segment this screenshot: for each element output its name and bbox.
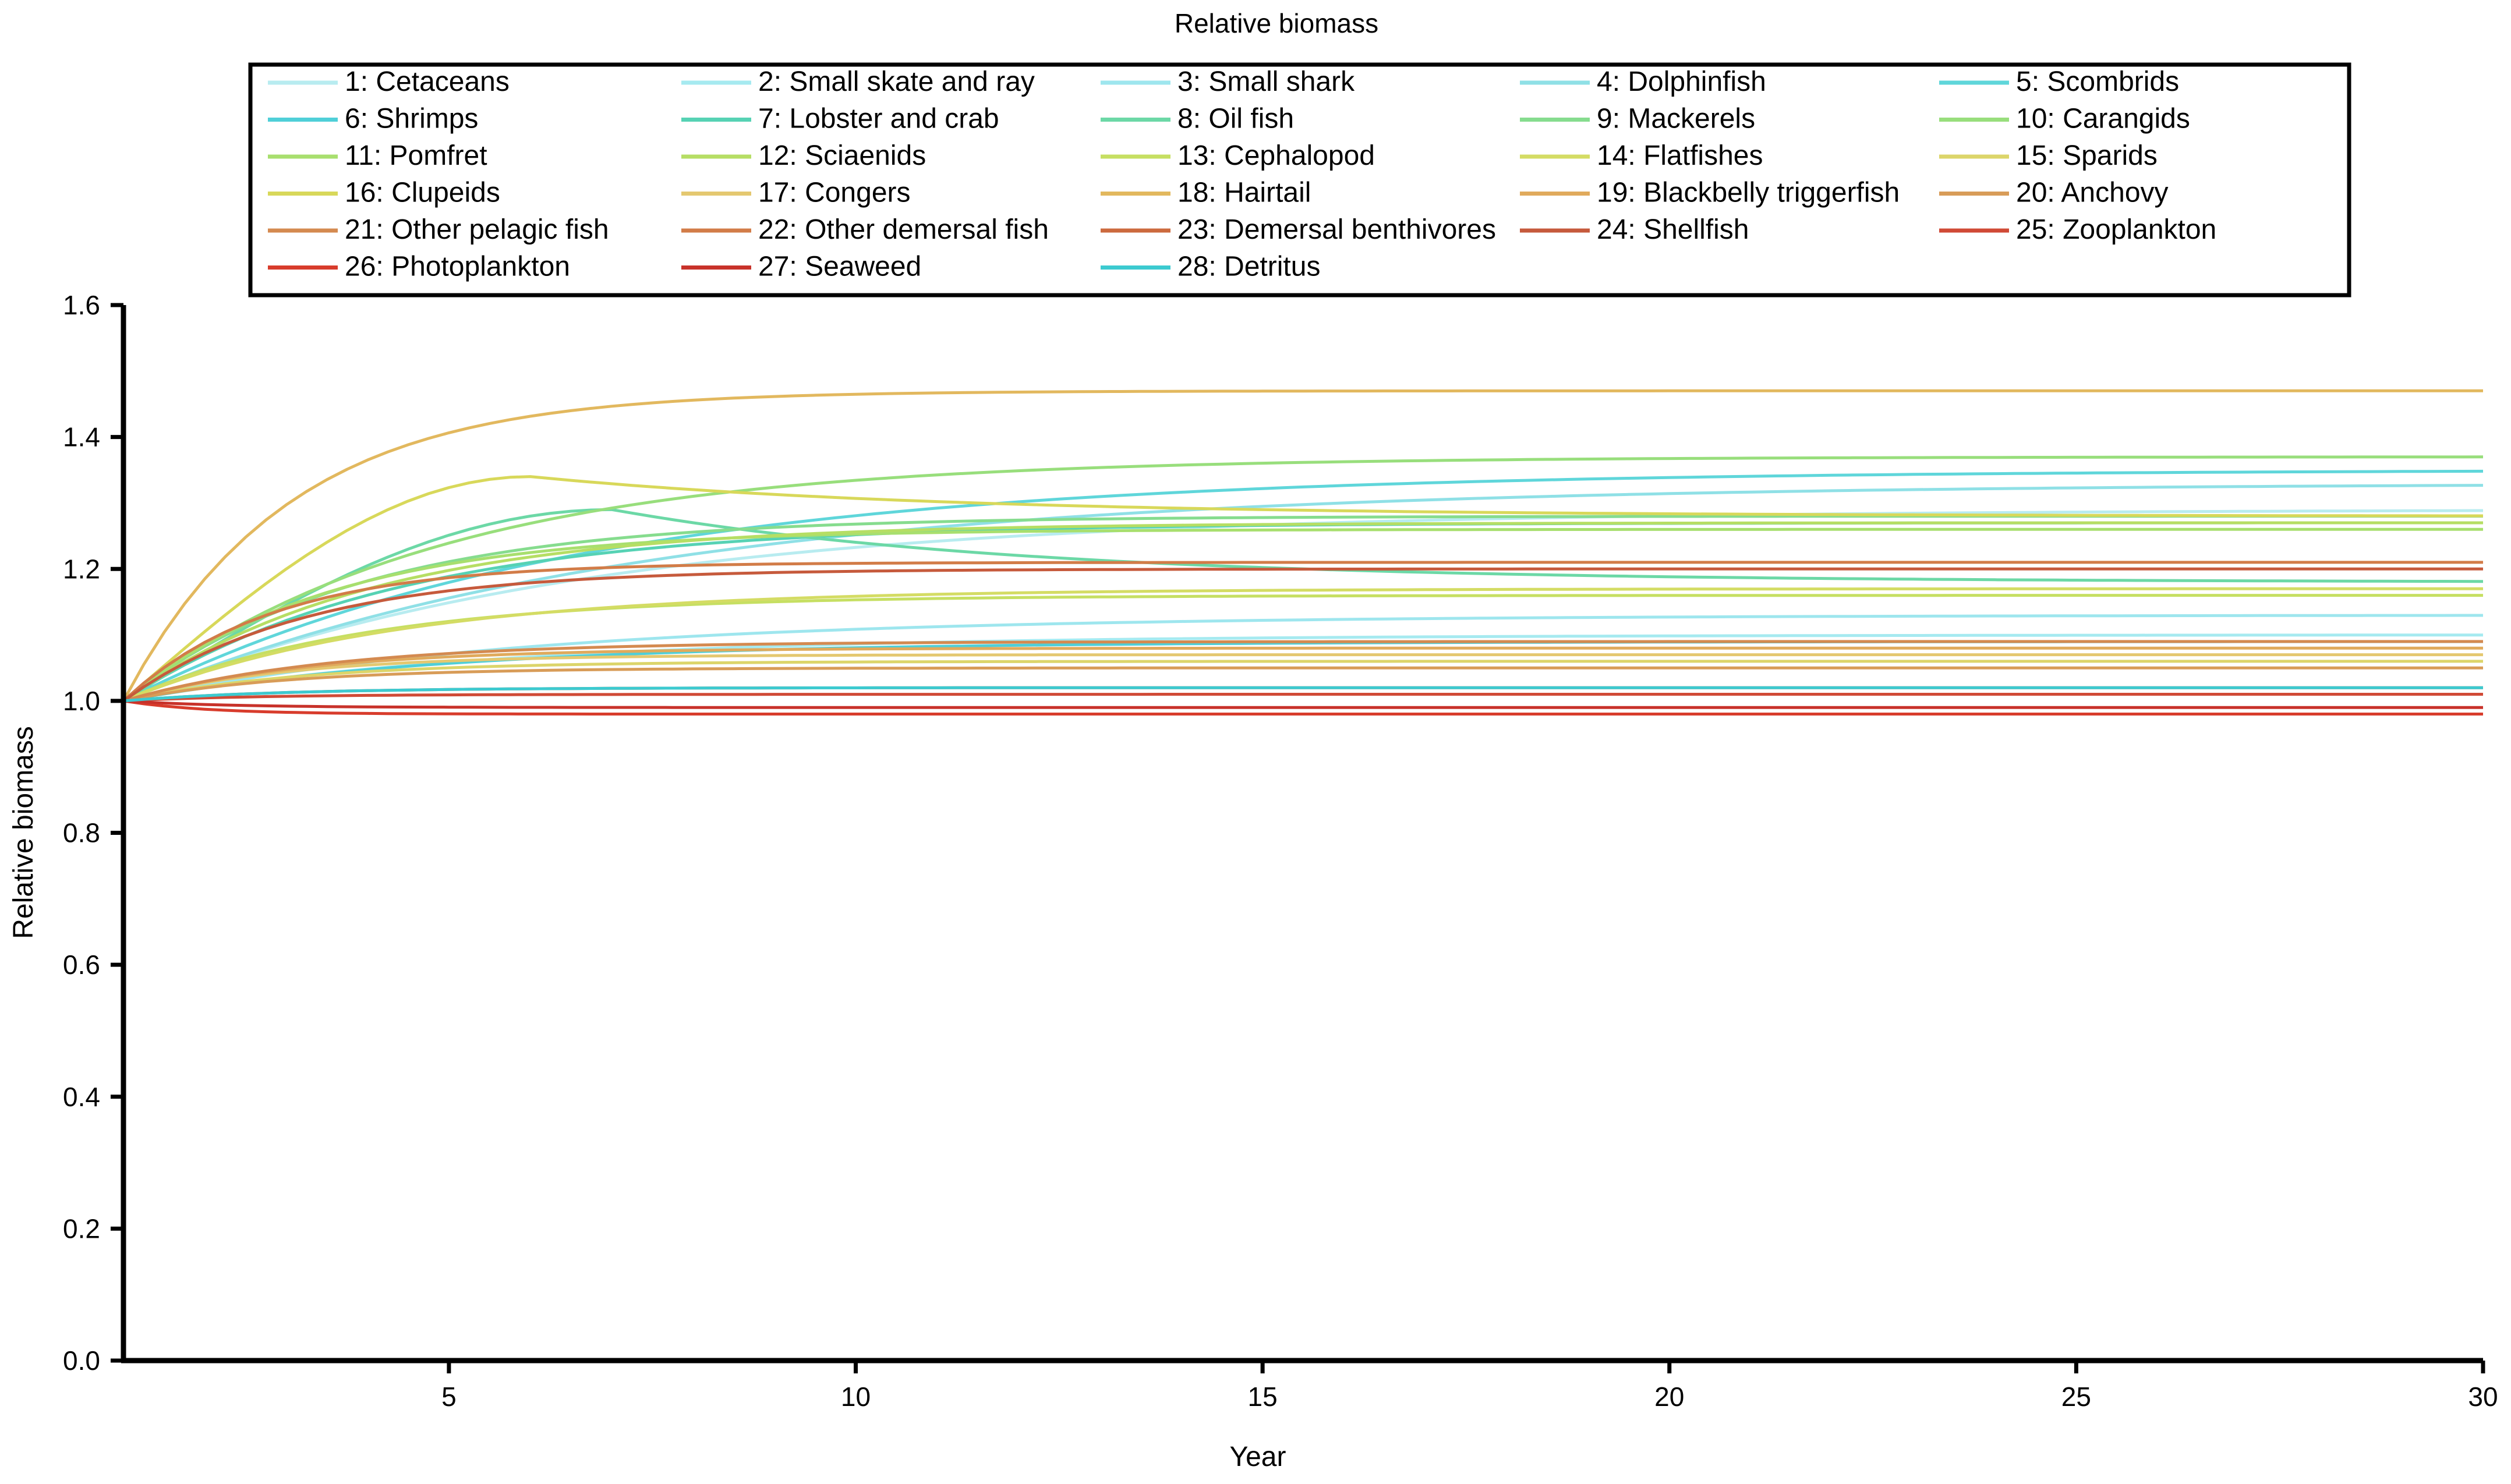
x-tick-label: 20 bbox=[1654, 1382, 1684, 1412]
legend-entry: 19: Blackbelly triggerfish bbox=[1597, 178, 1900, 208]
series-line-28 bbox=[123, 686, 2483, 703]
legend-entry: 10: Carangids bbox=[2016, 104, 2190, 134]
legend-entry: 13: Cephalopod bbox=[1177, 140, 1375, 171]
legend-entry: 14: Flatfishes bbox=[1597, 140, 1763, 171]
legend-entry: 11: Pomfret bbox=[345, 140, 487, 171]
series-line-24 bbox=[122, 567, 2483, 702]
x-tick-label: 15 bbox=[1248, 1382, 1278, 1412]
legend-entry: 12: Sciaenids bbox=[758, 140, 926, 171]
legend-entry: 22: Other demersal fish bbox=[758, 214, 1049, 245]
legend: 1: Cetaceans 2: Small skate and ray 3: Sma… bbox=[268, 66, 2216, 282]
x-tick-label: 5 bbox=[441, 1382, 457, 1412]
series-line-20 bbox=[123, 666, 2483, 703]
y-tick-label: 1.4 bbox=[63, 422, 100, 452]
legend-entry: 15: Sparids bbox=[2016, 140, 2158, 171]
series-line-16 bbox=[122, 475, 2483, 702]
legend-entry: 28: Detritus bbox=[1177, 252, 1320, 282]
x-tick-label: 30 bbox=[2468, 1382, 2498, 1412]
series-line-17 bbox=[123, 653, 2483, 703]
legend-entry: 18: Hairtail bbox=[1177, 178, 1311, 208]
chart-title: Relative biomass bbox=[1175, 8, 1378, 38]
x-tick-label: 25 bbox=[2061, 1382, 2091, 1412]
legend-entry: 5: Scombrids bbox=[2016, 66, 2179, 97]
series-line-22 bbox=[122, 561, 2483, 702]
legend-entry: 6: Shrimps bbox=[345, 104, 478, 134]
legend-entry: 27: Seaweed bbox=[758, 252, 921, 282]
series-line-21 bbox=[123, 640, 2483, 703]
series-line-12 bbox=[122, 521, 2483, 702]
legend-entry: 9: Mackerels bbox=[1597, 104, 1755, 134]
legend-entry: 2: Small skate and ray bbox=[758, 66, 1035, 97]
series-line-5 bbox=[122, 469, 2484, 703]
legend-box bbox=[248, 62, 2351, 297]
series-line-9 bbox=[122, 515, 2483, 702]
y-tick-label: 0.2 bbox=[63, 1213, 100, 1244]
legend-entry: 26: Photoplankton bbox=[345, 252, 570, 282]
legend-entry: 3: Small shark bbox=[1177, 66, 1355, 97]
series-line-7 bbox=[122, 521, 2483, 703]
legend-entry: 23: Demersal benthivores bbox=[1177, 214, 1496, 245]
x-axis-ticks: 5 10 15 20 25 30 bbox=[441, 1361, 2498, 1412]
legend-entry: 1: Cetaceans bbox=[345, 66, 510, 97]
series-line-19 bbox=[123, 646, 2483, 703]
y-tick-label: 1.6 bbox=[63, 290, 100, 320]
legend-entry: 16: Clupeids bbox=[345, 178, 500, 208]
y-tick-label: 1.2 bbox=[63, 554, 100, 584]
x-tick-label: 10 bbox=[841, 1382, 871, 1412]
legend-entry: 24: Shellfish bbox=[1597, 214, 1749, 245]
y-tick-label: 1.0 bbox=[63, 686, 100, 716]
y-tick-label: 0.4 bbox=[63, 1082, 100, 1112]
series-line-10 bbox=[122, 455, 2484, 702]
series-line-15 bbox=[123, 660, 2483, 703]
legend-entry: 21: Other pelagic fish bbox=[345, 214, 609, 245]
x-axis-label: Year bbox=[1230, 1442, 1286, 1472]
series-lines bbox=[122, 389, 2484, 716]
series-line-14 bbox=[123, 587, 2483, 703]
y-axis-label: Relative biomass bbox=[8, 726, 39, 938]
legend-entry: 8: Oil fish bbox=[1177, 104, 1294, 134]
series-line-3 bbox=[123, 614, 2483, 703]
series-line-11 bbox=[122, 527, 2483, 702]
series-line-18 bbox=[122, 389, 2483, 702]
legend-entry: 7: Lobster and crab bbox=[758, 104, 999, 134]
legend-entry: 20: Anchovy bbox=[2016, 178, 2169, 208]
series-line-26 bbox=[123, 699, 2483, 716]
y-tick-label: 0.6 bbox=[63, 950, 100, 980]
y-tick-label: 0.8 bbox=[63, 818, 100, 848]
legend-entry: 25: Zooplankton bbox=[2016, 214, 2216, 245]
legend-entry: 17: Congers bbox=[758, 178, 911, 208]
series-line-27 bbox=[123, 699, 2483, 709]
y-axis-ticks: 0.0 0.2 0.4 0.6 0.8 1.0 1.2 1.4 1.6 bbox=[63, 290, 123, 1376]
legend-entry: 4: Dolphinfish bbox=[1597, 66, 1766, 97]
series-line-25 bbox=[123, 693, 2483, 703]
y-tick-label: 0.0 bbox=[63, 1345, 100, 1376]
